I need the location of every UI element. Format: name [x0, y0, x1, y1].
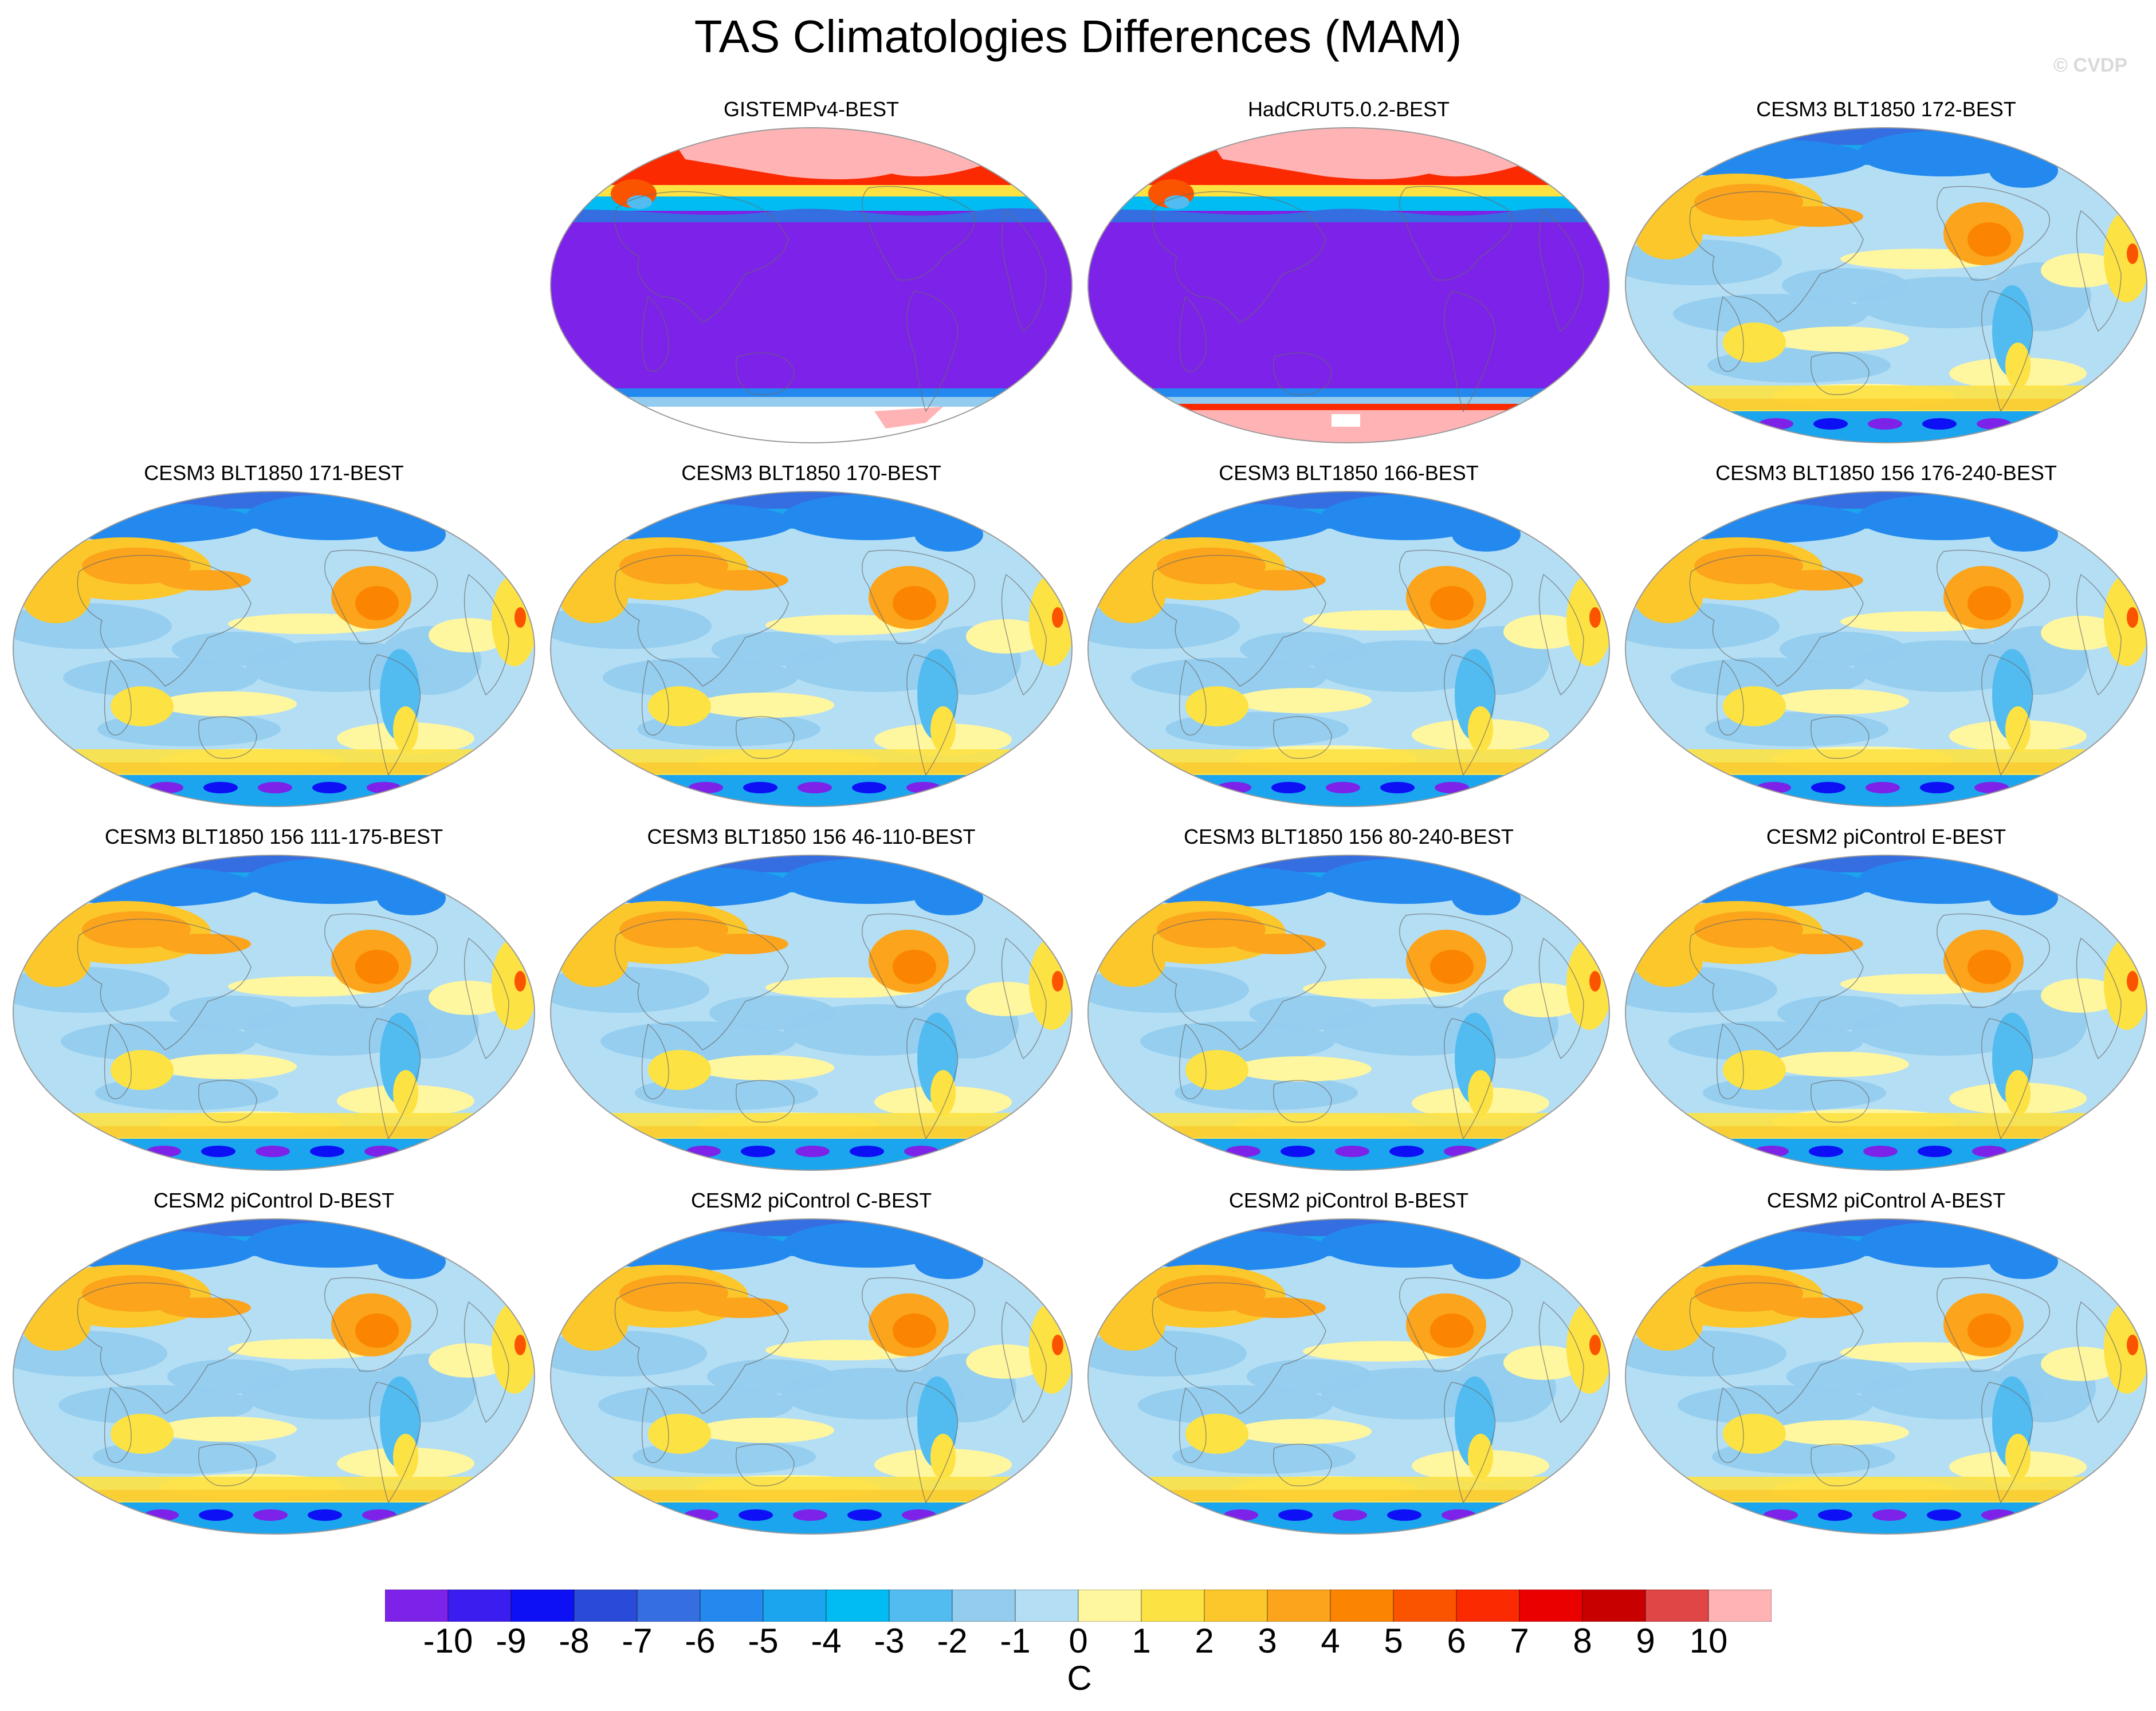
- colorbar-tick-label: -2: [937, 1622, 968, 1660]
- colorbar-tick-label: 10: [1689, 1622, 1728, 1660]
- cvdp-credit: © CVDP: [2053, 54, 2127, 76]
- robinson-world-map: [1087, 491, 1610, 807]
- colorbar-tick-label: -1: [1000, 1622, 1031, 1660]
- robinson-world-map: [550, 491, 1073, 807]
- colorbar-tick-label: 4: [1321, 1622, 1340, 1660]
- colorbar-tick-label: -3: [874, 1622, 905, 1660]
- map-panel: CESM3 BLT1850 172-BEST: [1623, 97, 2150, 448]
- map-panel: CESM3 BLT1850 156 176-240-BEST: [1623, 461, 2150, 812]
- colorbar-tick-label: 0: [1069, 1622, 1088, 1660]
- colorbar-tick-label: 9: [1636, 1622, 1655, 1660]
- colorbar-segment: [700, 1590, 764, 1622]
- colorbar-segment: [1330, 1590, 1394, 1622]
- panel-title: CESM2 piControl C-BEST: [690, 1189, 932, 1212]
- panel-title: HadCRUT5.0.2-BEST: [1247, 97, 1450, 121]
- colorbar-tick-label: -7: [622, 1622, 653, 1660]
- map-panel: CESM2 piControl A-BEST: [1623, 1189, 2150, 1539]
- map-panel: CESM3 BLT1850 156 111-175-BEST: [10, 825, 537, 1175]
- colorbar-segment: [510, 1590, 575, 1622]
- robinson-world-map: [13, 491, 535, 807]
- panel-title: CESM2 piControl D-BEST: [153, 1189, 395, 1212]
- colorbar-tick-label: 6: [1447, 1622, 1466, 1660]
- panel-title: CESM3 BLT1850 171-BEST: [144, 461, 404, 485]
- colorbar-tick-label: 3: [1258, 1622, 1277, 1660]
- colorbar-segment: [1519, 1590, 1583, 1622]
- colorbar-tick-label: 1: [1132, 1622, 1151, 1660]
- panel-title: CESM2 piControl E-BEST: [1766, 825, 2006, 848]
- colorbar-segment: [1015, 1590, 1079, 1622]
- colorbar-tick-label: 7: [1510, 1622, 1529, 1660]
- robinson-world-map: [1625, 127, 2147, 443]
- map-panel: CESM3 BLT1850 156 80-240-BEST: [1085, 825, 1612, 1175]
- robinson-world-map: [1625, 1218, 2147, 1535]
- colorbar-units: C: [1067, 1659, 1092, 1697]
- figure-title: TAS Climatologies Differences (MAM): [694, 11, 1462, 62]
- robinson-world-map: [13, 1218, 535, 1535]
- colorbar-labels: -10 -9 -8 -7 -6 -5 -4 -3 -2 -1 0 1 2 3 4 5 6 7 8 9 10: [0, 1621, 2156, 1661]
- panel-title: CESM2 piControl A-BEST: [1766, 1189, 2006, 1212]
- robinson-world-map: [1625, 491, 2147, 807]
- robinson-world-map: [1625, 855, 2147, 1171]
- panel-title: GISTEMPv4-BEST: [723, 97, 900, 121]
- panel-title: CESM3 BLT1850 156 80-240-BEST: [1184, 825, 1514, 848]
- panel-title: CESM3 BLT1850 170-BEST: [681, 461, 941, 485]
- robinson-world-map: [1087, 855, 1610, 1171]
- colorbar-tick-label: 5: [1384, 1622, 1403, 1660]
- colorbar-segment: [1393, 1590, 1457, 1622]
- map-panel: CESM3 BLT1850 166-BEST: [1085, 461, 1612, 812]
- map-panel: CESM2 piControl B-BEST: [1085, 1189, 1612, 1539]
- colorbar-segment: [1204, 1590, 1268, 1622]
- robinson-world-map: [13, 855, 535, 1171]
- robinson-world-map: [550, 127, 1073, 443]
- colorbar-segment: [1267, 1590, 1331, 1622]
- map-panel: CESM3 BLT1850 170-BEST: [548, 461, 1075, 812]
- colorbar-segment: [1645, 1590, 1709, 1622]
- colorbar-tick-label: 2: [1195, 1622, 1214, 1660]
- colorbar-tick-label: -10: [423, 1622, 473, 1660]
- colorbar: [385, 1590, 1772, 1622]
- colorbar-segment: [1582, 1590, 1646, 1622]
- colorbar-segment: [1141, 1590, 1205, 1622]
- map-panel: CESM2 piControl D-BEST: [10, 1189, 537, 1539]
- map-panel: CESM3 BLT1850 156 46-110-BEST: [548, 825, 1075, 1175]
- colorbar-tick-label: -6: [685, 1622, 716, 1660]
- colorbar-tick-label: 8: [1573, 1622, 1592, 1660]
- panel-title: CESM3 BLT1850 156 46-110-BEST: [647, 825, 976, 848]
- colorbar-segment: [889, 1590, 953, 1622]
- colorbar-segment: [447, 1590, 512, 1622]
- colorbar-tick-label: -5: [748, 1622, 779, 1660]
- colorbar-tick-label: -8: [559, 1622, 590, 1660]
- colorbar-segment: [826, 1590, 890, 1622]
- map-panel: HadCRUT5.0.2-BEST: [1085, 97, 1612, 448]
- colorbar-segment: [1456, 1590, 1520, 1622]
- colorbar-segment: [763, 1590, 827, 1622]
- panel-title: CESM3 BLT1850 172-BEST: [1756, 97, 2016, 121]
- colorbar-tick-label: -9: [496, 1622, 527, 1660]
- colorbar-segment: [1708, 1590, 1772, 1622]
- map-panel: CESM2 piControl E-BEST: [1623, 825, 2150, 1175]
- map-panel: GISTEMPv4-BEST: [548, 97, 1075, 448]
- colorbar-segment: [952, 1590, 1016, 1622]
- colorbar-segment: [1078, 1590, 1142, 1622]
- map-panel: CESM3 BLT1850 171-BEST: [10, 461, 537, 812]
- colorbar-segment: [637, 1590, 701, 1622]
- panel-title: CESM3 BLT1850 166-BEST: [1219, 461, 1479, 485]
- robinson-world-map: [1087, 1218, 1610, 1535]
- colorbar-tick-label: -4: [811, 1622, 842, 1660]
- colorbar-segment: [385, 1590, 449, 1622]
- map-panel: CESM2 piControl C-BEST: [548, 1189, 1075, 1539]
- robinson-world-map: [550, 855, 1073, 1171]
- colorbar-segment: [574, 1590, 638, 1622]
- panel-title: CESM3 BLT1850 156 111-175-BEST: [104, 825, 443, 848]
- robinson-world-map: [550, 1218, 1073, 1535]
- panel-title: CESM3 BLT1850 156 176-240-BEST: [1715, 461, 2057, 485]
- panel-title: CESM2 piControl B-BEST: [1228, 1189, 1469, 1212]
- robinson-world-map: [1087, 127, 1610, 443]
